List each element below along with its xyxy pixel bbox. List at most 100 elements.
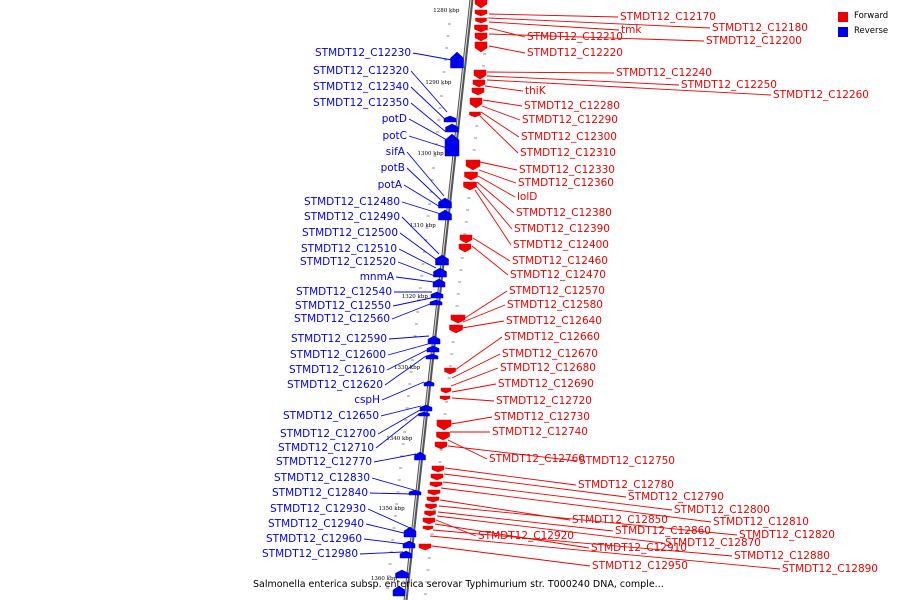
reverse-leader-line (388, 335, 430, 340)
reverse-gene-label[interactable]: STMDT12_C12590 (291, 333, 387, 345)
reverse-gene (423, 380, 435, 387)
reverse-gene-label[interactable]: STMDT12_C12600 (290, 349, 386, 361)
forward-gene-label[interactable]: STMDT12_C12730 (494, 411, 590, 423)
reverse-gene-label[interactable]: STMDT12_C12500 (302, 227, 398, 239)
forward-gene-label[interactable]: STMDT12_C12460 (512, 255, 608, 267)
forward-gene-label[interactable]: tmk (621, 24, 642, 36)
forward-gene (431, 465, 445, 473)
reverse-gene-label[interactable]: STMDT12_C12840 (272, 487, 368, 499)
forward-gene-label[interactable]: lolD (517, 191, 537, 203)
forward-gene-label[interactable]: STMDT12_C12850 (572, 514, 668, 526)
reverse-gene-label[interactable]: potA (378, 179, 403, 191)
reverse-gene-label[interactable]: STMDT12_C12650 (283, 410, 379, 422)
reverse-gene-label[interactable]: STMDT12_C12540 (296, 286, 392, 298)
forward-gene-label[interactable]: STMDT12_C12910 (591, 542, 687, 554)
forward-gene-label[interactable]: STMDT12_C12170 (620, 11, 716, 23)
forward-gene-label[interactable]: STMDT12_C12580 (507, 299, 603, 311)
reverse-gene-label[interactable]: STMDT12_C12350 (313, 97, 409, 109)
forward-gene (422, 517, 436, 525)
forward-gene-label[interactable]: STMDT12_C12720 (496, 395, 592, 407)
reverse-gene-label[interactable]: cspH (354, 394, 380, 406)
reverse-gene-label[interactable]: STMDT12_C12940 (268, 518, 364, 530)
forward-gene-label[interactable]: STMDT12_C12300 (521, 131, 617, 143)
forward-leader-line (471, 245, 509, 276)
forward-gene-label[interactable]: STMDT12_C12570 (509, 285, 605, 297)
forward-gene-label[interactable]: STMDT12_C12210 (527, 31, 623, 43)
forward-gene-label[interactable]: thiK (525, 85, 547, 97)
reverse-gene-label[interactable]: potC (382, 130, 407, 142)
reverse-gene-label[interactable]: STMDT12_C12610 (289, 364, 385, 376)
forward-gene-label[interactable]: STMDT12_C12180 (712, 22, 808, 34)
forward-gene-label[interactable]: STMDT12_C12260 (773, 89, 869, 101)
forward-gene-label[interactable]: STMDT12_C12660 (504, 331, 600, 343)
reverse-gene-label[interactable]: STMDT12_C12830 (274, 472, 370, 484)
forward-gene-label[interactable]: STMDT12_C12220 (527, 47, 623, 59)
forward-gene-label[interactable]: STMDT12_C12390 (514, 223, 610, 235)
forward-leader-line (488, 17, 711, 29)
forward-gene-label[interactable]: STMDT12_C12330 (519, 164, 615, 176)
reverse-gene-label[interactable]: STMDT12_C12770 (276, 456, 372, 468)
forward-gene-label[interactable]: STMDT12_C12780 (578, 479, 674, 491)
reverse-gene-label[interactable]: STMDT12_C12550 (295, 300, 391, 312)
reverse-gene-label[interactable]: STMDT12_C12230 (315, 47, 411, 59)
forward-gene-label[interactable]: STMDT12_C12310 (520, 147, 616, 159)
reverse-gene-label[interactable]: STMDT12_C12490 (304, 211, 400, 223)
forward-leader-line (447, 439, 488, 460)
forward-gene-label[interactable]: STMDT12_C12880 (734, 550, 830, 562)
forward-gene (475, 17, 487, 24)
reverse-gene-label[interactable]: STMDT12_C12930 (270, 503, 366, 515)
reverse-gene-label[interactable]: STMDT12_C12320 (313, 65, 409, 77)
reverse-gene-label[interactable]: sifA (386, 146, 406, 158)
reverse-gene-label[interactable]: STMDT12_C12960 (266, 533, 362, 545)
forward-gene-label[interactable]: STMDT12_C12750 (579, 455, 675, 467)
reverse-leader-line (403, 184, 443, 209)
forward-gene-label[interactable]: STMDT12_C12200 (706, 35, 802, 47)
forward-gene-label[interactable]: STMDT12_C12250 (681, 79, 777, 91)
reverse-leader-line (377, 409, 421, 435)
reverse-leader-line (401, 216, 440, 255)
forward-gene-label[interactable]: STMDT12_C12950 (592, 560, 688, 572)
reverse-gene-label[interactable]: STMDT12_C12710 (278, 442, 374, 454)
forward-gene-label[interactable]: STMDT12_C12810 (713, 516, 809, 528)
forward-gene-label[interactable]: STMDT12_C12740 (492, 426, 588, 438)
forward-gene-label[interactable]: STMDT12_C12870 (665, 537, 761, 549)
forward-leader-line (486, 79, 772, 96)
forward-gene-label[interactable]: STMDT12_C12920 (478, 530, 574, 542)
forward-gene-label[interactable]: STMDT12_C12860 (615, 525, 711, 537)
forward-gene-label[interactable]: STMDT12_C12820 (739, 529, 835, 541)
reverse-gene-label[interactable]: STMDT12_C12560 (294, 313, 390, 325)
forward-gene-label[interactable]: STMDT12_C12470 (510, 269, 606, 281)
forward-gene-label[interactable]: STMDT12_C12400 (513, 239, 609, 251)
forward-gene-label[interactable]: STMDT12_C12690 (498, 378, 594, 390)
forward-gene-label[interactable]: STMDT12_C12380 (516, 207, 612, 219)
forward-gene-label[interactable]: STMDT12_C12790 (628, 491, 724, 503)
reverse-gene (403, 526, 417, 538)
reverse-gene (450, 51, 464, 69)
reverse-gene-label[interactable]: mnmA (360, 271, 395, 283)
forward-gene-label[interactable]: STMDT12_C12360 (518, 177, 614, 189)
forward-gene-label[interactable]: STMDT12_C12890 (782, 563, 878, 575)
reverse-gene-label[interactable]: potB (381, 162, 405, 174)
forward-gene (472, 79, 486, 88)
reverse-gene-label[interactable]: STMDT12_C12520 (300, 256, 396, 268)
forward-gene-label[interactable]: STMDT12_C12640 (506, 315, 602, 327)
reverse-gene-label[interactable]: STMDT12_C12510 (301, 243, 397, 255)
reverse-gene-label[interactable]: potD (382, 113, 407, 125)
forward-gene-label[interactable]: STMDT12_C12240 (616, 67, 712, 79)
forward-gene (473, 69, 487, 80)
forward-gene-label[interactable]: STMDT12_C12280 (524, 100, 620, 112)
forward-gene (474, 41, 488, 53)
forward-gene-label[interactable]: STMDT12_C12760 (489, 453, 585, 465)
reverse-gene-label[interactable]: STMDT12_C12340 (313, 81, 409, 93)
legend-reverse: Reverse (838, 24, 888, 39)
reverse-gene-label[interactable]: STMDT12_C12620 (287, 379, 383, 391)
reverse-leader-line (410, 102, 447, 133)
reverse-gene-label[interactable]: STMDT12_C12480 (304, 196, 400, 208)
forward-gene-label[interactable]: STMDT12_C12290 (522, 114, 618, 126)
reverse-gene-label[interactable]: STMDT12_C12700 (280, 428, 376, 440)
reverse-gene-label[interactable]: STMDT12_C12980 (262, 548, 358, 560)
forward-gene-label[interactable]: STMDT12_C12670 (502, 348, 598, 360)
forward-gene-label[interactable]: STMDT12_C12800 (674, 504, 770, 516)
forward-gene-label[interactable]: STMDT12_C12680 (500, 362, 596, 374)
legend-forward: Forward (838, 9, 888, 24)
